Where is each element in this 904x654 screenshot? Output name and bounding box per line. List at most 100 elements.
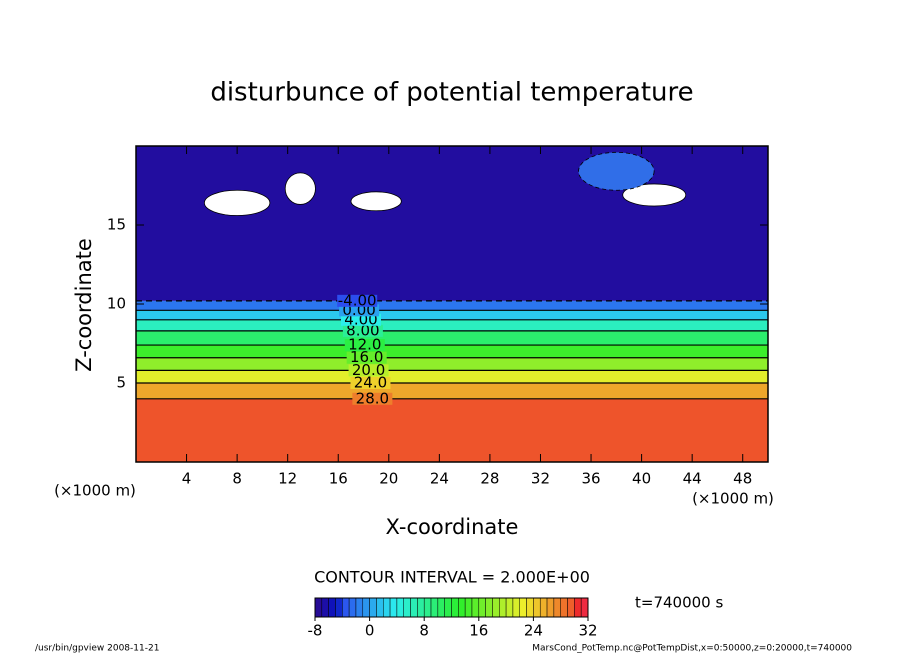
blob <box>203 189 271 216</box>
colorbar-cell <box>321 597 329 618</box>
fill-band <box>136 345 768 358</box>
x-tick-label: 24 <box>430 470 449 488</box>
contour-label: 16.0 <box>350 348 383 366</box>
contour-interval: CONTOUR INTERVAL = 2.000E+00 <box>314 568 590 587</box>
colorbar-cell <box>396 597 404 618</box>
x-tick-label: 20 <box>379 470 398 488</box>
fill-band <box>136 310 768 320</box>
y-axis-label: Z-coordinate <box>72 238 96 372</box>
colorbar-cell <box>314 597 323 618</box>
x-tick-label: 28 <box>480 470 499 488</box>
blob-blue <box>578 151 655 191</box>
colorbar-cell <box>328 597 336 618</box>
fill-band <box>136 319 768 331</box>
y-unit: (×1000 m) <box>54 482 136 500</box>
contour-label-bg <box>340 313 381 326</box>
chart-title: disturbunce of potential temperature <box>210 78 693 108</box>
colorbar-cell <box>444 597 452 618</box>
plot-area: 28.024.020.016.012.08.004.000.00-4.00 <box>136 146 768 462</box>
colorbar-cell <box>485 597 493 618</box>
contour-label-bg <box>344 339 385 352</box>
contour-label-bg <box>352 392 393 405</box>
footer-right: MarsCond_PotTemp.nc@PotTempDist,x=0:5000… <box>532 644 852 654</box>
colorbar-cell <box>560 597 568 618</box>
x-tick-label: 16 <box>329 470 348 488</box>
colorbar-cell <box>492 597 500 618</box>
colorbar-cell <box>430 597 439 618</box>
colorbar-cell <box>342 597 350 618</box>
colorbar-tick-label: 32 <box>578 622 597 640</box>
colorbar-cell <box>505 597 514 618</box>
x-tick-label: 32 <box>531 470 550 488</box>
colorbar-cell <box>376 597 384 618</box>
colorbar-frame <box>314 597 589 618</box>
colorbar-cell <box>533 597 541 618</box>
x-unit: (×1000 m) <box>692 490 774 508</box>
colorbar-cell <box>451 597 459 618</box>
fill-band <box>136 398 768 462</box>
x-tick-label: 4 <box>182 470 192 488</box>
colorbar-cell <box>580 597 589 618</box>
colorbar-tick-label: 0 <box>365 622 375 640</box>
colorbar-cell <box>519 597 527 618</box>
colorbar-cell <box>512 597 520 618</box>
x-tick-label: 40 <box>632 470 651 488</box>
colorbar-cell <box>417 597 425 618</box>
blob <box>284 172 316 205</box>
colorbar-cell <box>526 597 534 618</box>
blob <box>622 183 687 207</box>
x-tick-label: 12 <box>278 470 297 488</box>
time-label: t=740000 s <box>635 594 723 612</box>
fill-band <box>136 330 768 346</box>
contour-label-bg <box>342 324 383 337</box>
colorbar-cell <box>437 597 445 618</box>
x-axis-label: X-coordinate <box>386 515 519 539</box>
colorbar-cell <box>546 597 555 618</box>
colorbar-cell <box>369 597 377 618</box>
colorbar-tick-label: 16 <box>469 622 488 640</box>
contour-label-bg <box>337 294 378 307</box>
fill-band <box>136 370 768 383</box>
colorbar-cell <box>464 597 473 618</box>
colorbar-cell <box>389 597 398 618</box>
colorbar-cell <box>403 597 411 618</box>
colorbar-tick-label: -8 <box>308 622 323 640</box>
fill-band <box>136 357 768 371</box>
contour-label-bg <box>339 304 380 317</box>
fill-band <box>136 146 768 301</box>
contour-label: 20.0 <box>352 361 385 379</box>
colorbar-cell <box>362 597 370 618</box>
colorbar-cell <box>383 597 391 618</box>
x-tick-label: 48 <box>733 470 752 488</box>
colorbar-cell <box>471 597 480 618</box>
contour-label: 12.0 <box>348 336 381 354</box>
y-tick-label: 15 <box>107 216 126 234</box>
colorbar-cell <box>478 597 486 618</box>
y-tick-label: 10 <box>107 295 126 313</box>
x-tick-label: 36 <box>581 470 600 488</box>
x-tick-label: 44 <box>683 470 702 488</box>
contour-label-bg <box>346 351 387 364</box>
contour-label-bg <box>350 377 391 389</box>
colorbar-cell <box>348 597 357 618</box>
colorbar-cell <box>410 597 418 618</box>
colorbar-cell <box>423 597 432 618</box>
colorbar-cell <box>499 597 507 618</box>
contour-label-bg <box>348 364 389 377</box>
colorbar-cell <box>539 597 548 618</box>
colorbar-cell <box>458 597 466 618</box>
fill-band <box>136 383 768 399</box>
x-tick-label: 8 <box>232 470 242 488</box>
contour-label: 28.0 <box>356 389 389 407</box>
blob <box>350 191 402 212</box>
colorbar-tick-label: 8 <box>419 622 429 640</box>
footer-left: /usr/bin/gpview 2008-11-21 <box>35 644 159 654</box>
contour-label: -4.00 <box>338 291 377 309</box>
colorbar-cell <box>553 597 561 618</box>
colorbar-tick-label: 24 <box>524 622 543 640</box>
colorbar-cell <box>567 597 575 618</box>
fill-band <box>136 300 768 311</box>
contour-label: 24.0 <box>354 374 387 392</box>
colorbar-cell <box>335 597 343 618</box>
